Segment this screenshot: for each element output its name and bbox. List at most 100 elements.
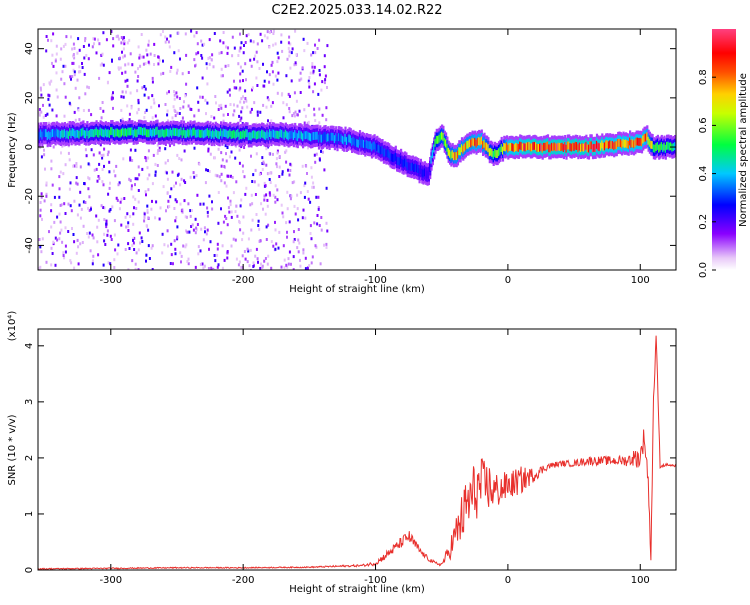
- noise-cell: [317, 195, 320, 199]
- noise-cell: [38, 108, 41, 111]
- y-tick-label: 3: [24, 399, 35, 405]
- spectrogram-band-cell: [580, 144, 583, 152]
- noise-cell: [103, 164, 105, 168]
- colorbar-tick-label: 0.8: [698, 69, 709, 85]
- noise-cell: [288, 107, 291, 110]
- noise-cell: [247, 249, 250, 253]
- noise-cell: [50, 159, 53, 163]
- spectrogram-band-cell: [340, 134, 343, 142]
- noise-cell: [79, 70, 82, 74]
- noise-cell: [270, 266, 273, 270]
- noise-cell: [173, 90, 175, 93]
- noise-cell: [234, 156, 237, 160]
- noise-cell: [243, 146, 246, 149]
- noise-cell: [132, 238, 134, 242]
- noise-cell: [287, 92, 290, 96]
- spectrogram-band-cell: [414, 163, 417, 172]
- noise-cell: [320, 228, 323, 232]
- noise-cell: [312, 90, 315, 94]
- noise-cell: [120, 41, 123, 45]
- noise-cell: [187, 202, 190, 206]
- spectrogram-band-cell: [124, 128, 127, 136]
- noise-cell: [242, 231, 245, 235]
- noise-cell: [307, 197, 310, 201]
- spectrogram-band-cell: [540, 143, 543, 152]
- noise-cell: [294, 61, 297, 65]
- noise-cell: [164, 147, 167, 151]
- spectrogram-band-cell: [182, 127, 186, 136]
- noise-cell: [53, 220, 56, 224]
- spectrogram-band-cell: [66, 130, 69, 139]
- noise-cell: [41, 217, 43, 221]
- noise-cell: [143, 116, 146, 120]
- noise-cell: [69, 259, 72, 263]
- noise-cell: [177, 49, 180, 53]
- noise-cell: [232, 237, 235, 241]
- noise-cell: [296, 113, 299, 117]
- noise-cell: [201, 43, 204, 47]
- noise-cell: [287, 257, 290, 261]
- noise-cell: [78, 48, 81, 52]
- noise-cell: [162, 59, 164, 63]
- noise-cell: [225, 159, 228, 163]
- noise-cell: [271, 60, 274, 64]
- noise-cell: [101, 156, 104, 160]
- spectrogram-band-cell: [349, 135, 352, 144]
- noise-cell: [270, 30, 272, 33]
- noise-cell: [313, 82, 316, 86]
- noise-cell: [72, 233, 75, 236]
- spectrogram-band-cell: [479, 137, 482, 146]
- spectrogram-band-cell: [88, 130, 92, 138]
- noise-cell: [115, 196, 118, 200]
- noise-cell: [153, 63, 155, 66]
- noise-cell: [304, 256, 307, 260]
- noise-cell: [117, 37, 120, 41]
- spectrogram-band-cell: [221, 130, 224, 139]
- noise-cell: [155, 200, 158, 204]
- noise-cell: [249, 39, 252, 43]
- noise-cell: [266, 36, 269, 40]
- noise-cell: [98, 177, 101, 181]
- noise-cell: [275, 157, 278, 161]
- noise-cell: [115, 164, 118, 168]
- spectrogram-band-cell: [155, 127, 158, 136]
- noise-cell: [143, 215, 146, 219]
- spectrogram-band-cell: [315, 131, 318, 140]
- noise-cell: [261, 264, 264, 268]
- noise-cell: [151, 76, 154, 80]
- noise-cell: [146, 177, 149, 181]
- noise-cell: [289, 169, 292, 172]
- spectrogram-band-cell: [394, 152, 397, 161]
- noise-cell: [220, 172, 223, 176]
- noise-cell: [175, 181, 177, 185]
- noise-cell: [219, 39, 222, 43]
- noise-cell: [82, 45, 85, 48]
- noise-cell: [87, 187, 90, 191]
- spectrogram-band-cell: [466, 140, 469, 149]
- spectrogram-band-cell: [176, 128, 179, 137]
- spectrogram-band-cell: [552, 143, 555, 152]
- noise-cell: [216, 265, 219, 269]
- noise-cell: [252, 265, 255, 268]
- noise-cell: [173, 143, 176, 147]
- noise-cell: [325, 186, 328, 190]
- noise-cell: [288, 110, 291, 114]
- noise-cell: [112, 91, 114, 95]
- spectrogram-band-cell: [626, 140, 629, 149]
- spectrogram-band-cell: [423, 168, 426, 177]
- spectrogram-band-cell: [167, 128, 170, 137]
- noise-cell: [70, 209, 73, 213]
- noise-cell: [326, 86, 328, 89]
- spectrogram-band-cell: [352, 136, 355, 145]
- noise-cell: [203, 264, 206, 268]
- noise-cell: [291, 114, 294, 118]
- noise-cell: [319, 262, 322, 266]
- noise-cell: [174, 198, 177, 202]
- spectrogram-band-cell: [619, 139, 622, 148]
- noise-cell: [257, 183, 260, 187]
- spectrogram-band-cell: [501, 146, 505, 155]
- spectrogram-band-cell: [372, 142, 375, 151]
- spectrogram-band-cell: [548, 144, 551, 153]
- spectrogram-band-cell: [161, 128, 164, 137]
- snr-series-line: [38, 335, 676, 570]
